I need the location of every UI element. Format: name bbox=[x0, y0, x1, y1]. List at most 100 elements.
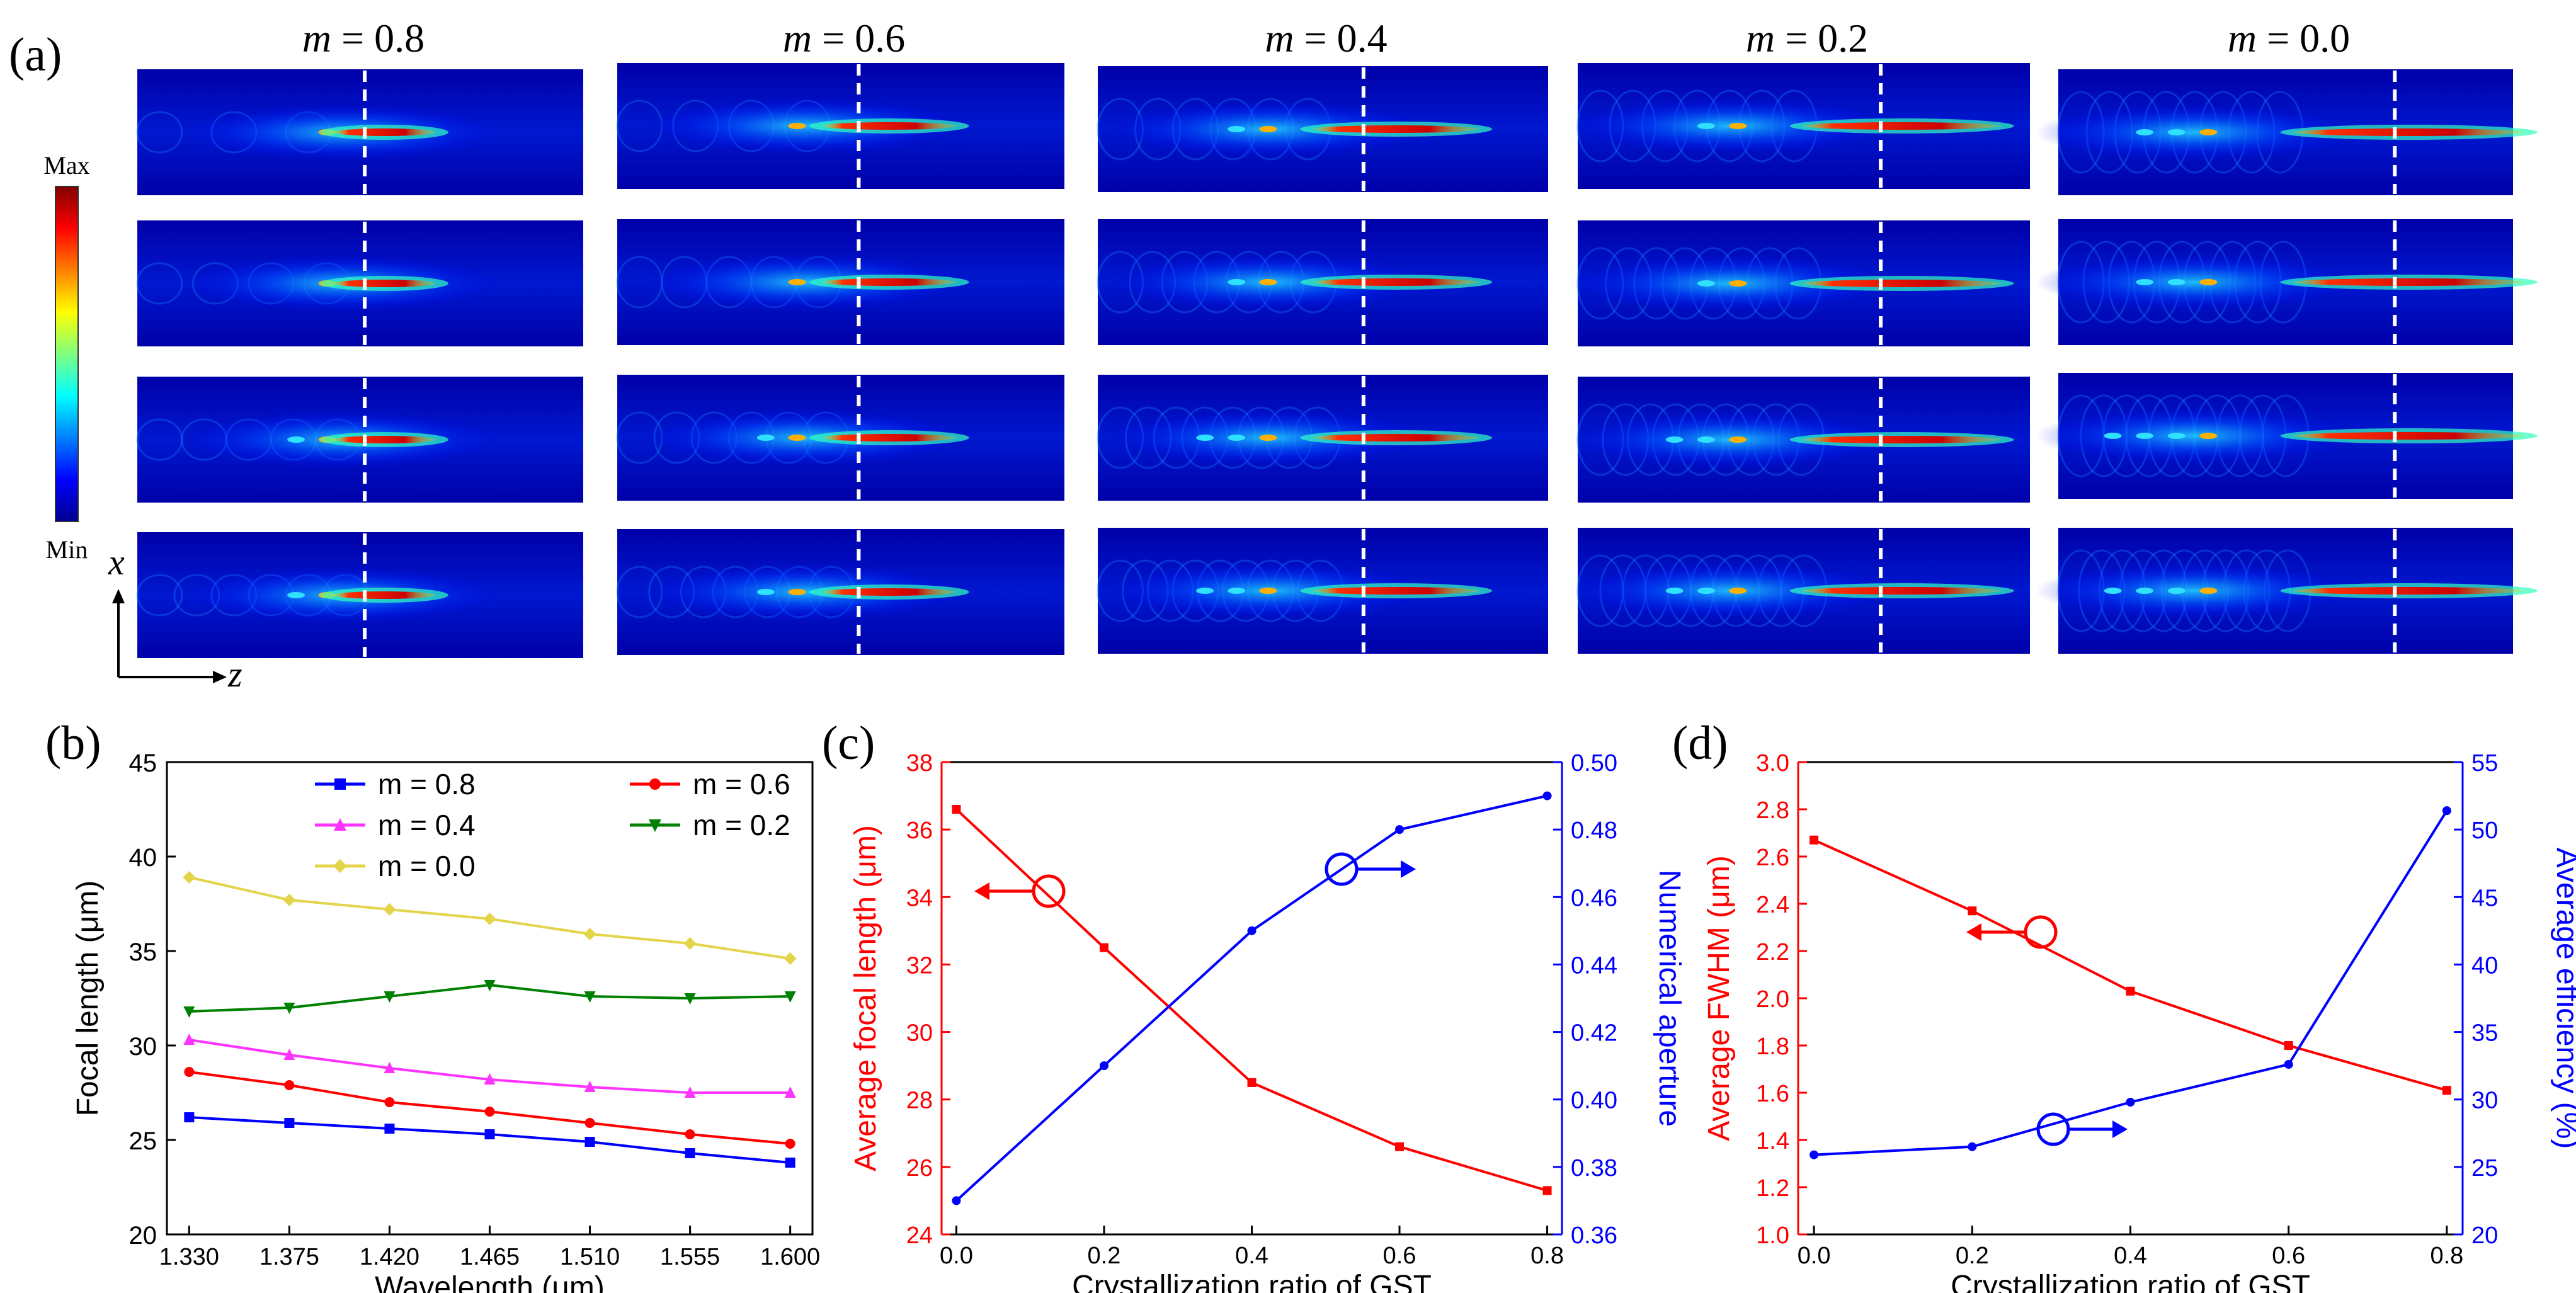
right-y-tick-label: 25 bbox=[2471, 1155, 2498, 1182]
data-point bbox=[584, 1081, 596, 1092]
side-lobe bbox=[1259, 279, 1277, 285]
field-map bbox=[1573, 377, 2030, 503]
right-y-tick-label: 45 bbox=[2471, 885, 2498, 911]
field-map bbox=[2035, 528, 2538, 654]
side-lobe bbox=[2104, 588, 2122, 594]
data-point bbox=[333, 859, 347, 873]
y-tick-label: 40 bbox=[129, 844, 157, 872]
data-point bbox=[183, 1006, 195, 1018]
field-map bbox=[136, 69, 583, 195]
column-title: m = 0.2 bbox=[1746, 16, 1868, 60]
legend-label: m = 0.4 bbox=[378, 809, 476, 841]
data-point bbox=[183, 1034, 195, 1045]
data-point bbox=[284, 1118, 295, 1128]
series-m-0-4 bbox=[183, 1034, 796, 1098]
focal-beam bbox=[1802, 122, 2002, 130]
side-lobe bbox=[2136, 433, 2154, 439]
right-y-tick-label: 35 bbox=[2471, 1020, 2498, 1047]
right-axis-label: Numerical aperture bbox=[1653, 870, 1686, 1127]
focal-beam bbox=[822, 278, 957, 286]
column-titles: m = 0.8 m = 0.6 m = 0.4 m = 0.2 m = 0.0 bbox=[302, 16, 2350, 60]
annotation-circle bbox=[2024, 915, 2058, 949]
series-numerical-aperture bbox=[952, 791, 1552, 1205]
field-map bbox=[1573, 528, 2030, 654]
data-point bbox=[685, 1129, 695, 1139]
left-axis-label: Average focal length (μm) bbox=[849, 825, 882, 1171]
fringe bbox=[136, 262, 183, 305]
data-point bbox=[649, 778, 661, 790]
left-axis-label: Average FWHM (μm) bbox=[1702, 855, 1736, 1141]
field-map bbox=[1097, 66, 1548, 192]
left-y-tick-label: 32 bbox=[906, 952, 933, 979]
column-title-var: m bbox=[2228, 16, 2257, 60]
side-lobe bbox=[2199, 433, 2218, 439]
focal-beam bbox=[1313, 587, 1480, 595]
column-title-value: = 0.8 bbox=[331, 16, 425, 60]
field-map bbox=[1097, 528, 1548, 654]
data-point bbox=[1968, 906, 1977, 916]
data-point bbox=[583, 928, 596, 940]
side-lobe bbox=[1259, 126, 1277, 132]
legend-item: m = 0.0 bbox=[315, 850, 476, 882]
xz-axes-icon bbox=[112, 589, 227, 683]
data-point bbox=[1247, 926, 1257, 935]
data-point bbox=[334, 818, 346, 831]
side-lobe bbox=[2199, 279, 2218, 285]
legend-label: m = 0.8 bbox=[378, 768, 476, 800]
focal-beam bbox=[1802, 587, 2002, 595]
data-point bbox=[584, 1118, 595, 1128]
side-lobe bbox=[2167, 129, 2186, 135]
x-tick-label: 1.330 bbox=[159, 1244, 219, 1270]
right-y-tick-label: 0.44 bbox=[1571, 952, 1617, 979]
series-line bbox=[955, 794, 1547, 1202]
data-point bbox=[283, 1003, 295, 1014]
x-tick-label: 0.0 bbox=[1798, 1243, 1831, 1269]
column-title: m = 0.4 bbox=[1265, 16, 1387, 60]
data-point bbox=[784, 952, 797, 965]
side-lobe bbox=[2199, 129, 2218, 135]
field-glow bbox=[2035, 563, 2354, 618]
x-tick-label: 0.6 bbox=[2272, 1243, 2305, 1269]
x-tick-label: 0.2 bbox=[1956, 1243, 1989, 1269]
side-lobe bbox=[2199, 588, 2218, 594]
data-point bbox=[1099, 943, 1108, 952]
data-point bbox=[284, 1080, 295, 1090]
x-tick-label: 1.420 bbox=[360, 1244, 419, 1270]
legend-item: m = 0.8 bbox=[315, 768, 476, 800]
column-title-value: = 0.4 bbox=[1294, 16, 1388, 60]
annotation-circle bbox=[2036, 1112, 2070, 1146]
data-point bbox=[484, 980, 496, 991]
x-tick-label: 0.4 bbox=[2114, 1243, 2147, 1269]
side-lobe bbox=[1259, 435, 1277, 441]
left-y-tick-label: 36 bbox=[906, 817, 933, 844]
column-title-var: m bbox=[1265, 16, 1294, 60]
x-tick-label: 1.600 bbox=[760, 1244, 820, 1270]
right-y-tick-label: 55 bbox=[2471, 750, 2498, 777]
side-lobe bbox=[1697, 123, 1715, 129]
x-axis-label: Wavelength (μm) bbox=[375, 1271, 605, 1293]
jet-colorbar-icon bbox=[55, 186, 79, 522]
series-average-fwhm bbox=[1809, 835, 2451, 1095]
side-lobe bbox=[1228, 588, 1246, 594]
right-y-tick-label: 20 bbox=[2471, 1222, 2498, 1249]
side-lobe bbox=[788, 435, 806, 441]
side-lobe bbox=[1729, 588, 1747, 594]
data-point bbox=[1395, 825, 1405, 834]
field-map bbox=[1097, 219, 1548, 345]
side-lobe bbox=[788, 279, 806, 285]
side-lobe bbox=[1196, 435, 1214, 441]
data-point bbox=[1395, 1142, 1405, 1151]
side-lobe bbox=[1228, 435, 1246, 441]
side-lobe bbox=[1228, 279, 1246, 285]
y-tick-label: 25 bbox=[129, 1127, 157, 1155]
side-lobe bbox=[1196, 588, 1214, 594]
focal-beam bbox=[822, 434, 957, 441]
arrow-head bbox=[974, 882, 989, 900]
column-title-value: = 0.6 bbox=[812, 16, 905, 60]
data-point bbox=[1099, 1061, 1108, 1071]
chart-b: 20 25 30 35 40 45 1.330 1.375 1.420 1.465 1.510 1.5… bbox=[71, 749, 820, 1293]
field-map-grid bbox=[136, 63, 2538, 658]
x-tick-label: 1.555 bbox=[660, 1244, 720, 1270]
left-y-tick-label: 26 bbox=[906, 1155, 933, 1182]
x-tick-label: 1.510 bbox=[560, 1244, 620, 1270]
